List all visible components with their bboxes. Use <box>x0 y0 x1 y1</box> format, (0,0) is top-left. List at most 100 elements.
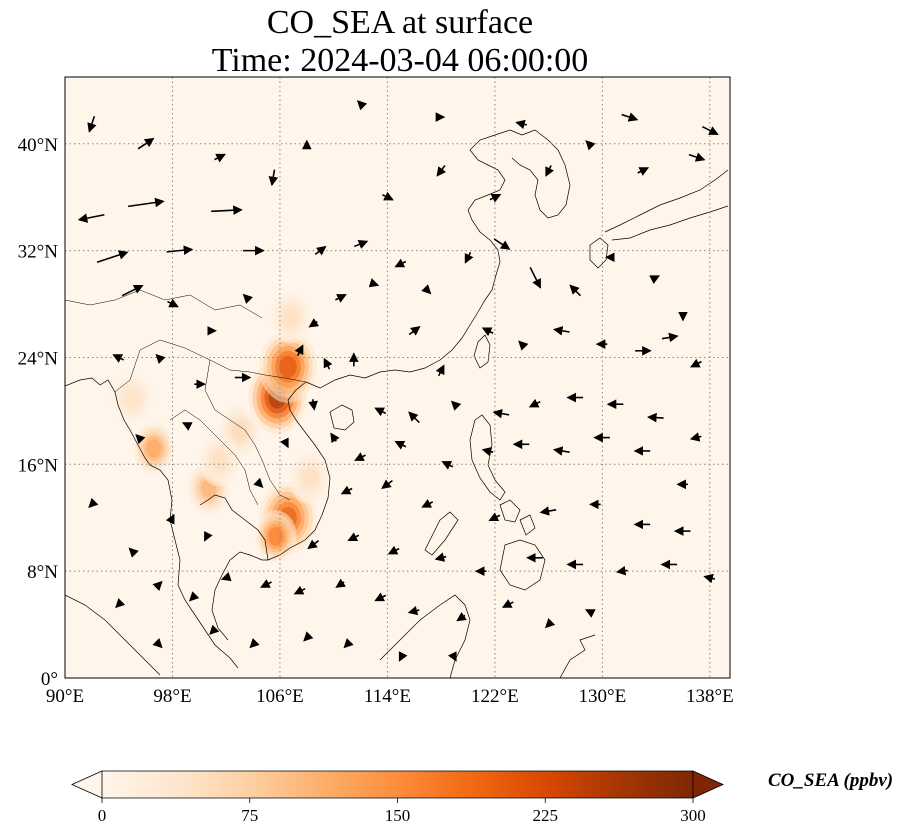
wind-arrow <box>293 585 306 595</box>
co-hotspot-8 <box>198 434 241 487</box>
wind-arrow <box>87 115 97 133</box>
wind-arrow <box>112 354 125 363</box>
wind-arrow <box>552 326 570 336</box>
coastline-visayas <box>499 499 536 536</box>
wind-arrow <box>220 571 232 582</box>
wind-arrow <box>569 284 582 297</box>
colorbar-extend-min <box>71 770 103 799</box>
wind-arrow <box>394 441 407 450</box>
wind-arrow <box>545 618 556 629</box>
wind-arrow <box>166 245 194 255</box>
map-frame <box>64 76 731 679</box>
wind-arrow <box>407 605 420 616</box>
co-hotspot-4 <box>269 291 312 344</box>
lat-tick-label: 8°N <box>27 562 58 583</box>
wind-arrow <box>137 137 155 150</box>
wind-arrow <box>456 611 467 622</box>
colorbar-ticks: 0 75 150 225 300 <box>98 798 706 825</box>
coastline-luzon <box>469 414 506 501</box>
lat-tick-label: 40°N <box>18 135 59 156</box>
coastline-sumatra <box>65 594 161 676</box>
colorbar-tick-label: 225 <box>533 806 559 825</box>
wind-arrow <box>249 638 260 649</box>
lon-tick-label: 122°E <box>471 686 519 707</box>
wind-arrow <box>368 278 380 288</box>
wind-arrow <box>96 250 129 264</box>
colorbar-tick-label: 300 <box>680 806 706 825</box>
colorbar: 0 75 150 225 300 <box>71 770 724 825</box>
wind-arrow <box>647 412 664 423</box>
lon-tick-label: 98°E <box>153 686 191 707</box>
coastline-bay-of-bengal <box>65 377 239 669</box>
wind-arrow <box>354 452 366 461</box>
wind-arrow <box>492 408 510 419</box>
hotspot-ring <box>124 388 140 407</box>
coastline-hainan <box>329 404 355 431</box>
wind-arrow <box>121 284 144 297</box>
wind-arrow <box>481 446 494 457</box>
colorbar-body <box>102 771 693 798</box>
wind-arrow <box>394 258 407 268</box>
wind-arrow <box>88 497 99 509</box>
wind-arrow <box>381 479 393 490</box>
wind-arrow <box>374 407 387 417</box>
wind-arrow <box>294 344 304 357</box>
wind-arrow <box>308 399 318 411</box>
wind-arrow <box>408 326 421 336</box>
coastline-palawan <box>424 511 459 556</box>
wind-arrow <box>382 191 394 201</box>
wind-arrow <box>204 530 213 542</box>
wind-arrow <box>128 547 139 558</box>
co-hotspot-9 <box>111 371 153 424</box>
wind-arrow <box>308 318 320 328</box>
wind-arrow <box>354 239 369 249</box>
co-hotspot-10 <box>288 451 331 504</box>
wind-arrow <box>188 591 200 602</box>
wind-arrow <box>585 140 596 151</box>
wind-arrow <box>585 609 596 618</box>
lat-tick-label: 16°N <box>18 455 59 476</box>
wind-arrow <box>343 638 354 649</box>
colorbar-title: CO_SEA (ppbv) <box>768 770 894 791</box>
wind-arrow <box>421 499 434 508</box>
wind-arrow <box>408 411 420 424</box>
wind-arrow <box>211 205 243 215</box>
lon-tick-label: 114°E <box>364 686 411 707</box>
country-borders <box>65 289 307 506</box>
wind-arrow <box>703 573 716 584</box>
coastline-south-china <box>305 129 523 389</box>
wind-arrow <box>621 112 639 122</box>
co-hotspot-3 <box>255 510 297 563</box>
wind-arrow <box>152 638 163 649</box>
wind-arrow <box>335 294 347 303</box>
wind-arrow <box>518 340 529 351</box>
wind-arrow <box>488 512 501 521</box>
coastline-mindanao <box>499 539 546 591</box>
wind-arrow <box>529 266 541 289</box>
wind-arrow <box>515 119 527 130</box>
wind-arrow <box>314 245 327 256</box>
wind-arrow <box>335 578 346 588</box>
wind-arrow <box>152 580 163 592</box>
wind-arrow <box>421 284 432 295</box>
wind-arrow <box>701 125 719 135</box>
wind-arrow <box>155 353 166 365</box>
wind-arrow <box>347 532 360 541</box>
wind-arrow <box>181 422 193 431</box>
wind-arrow <box>374 592 387 602</box>
wind-arrow <box>303 631 314 642</box>
wind-arrow <box>115 597 126 609</box>
coastline-vietnam <box>267 381 331 561</box>
lon-tick-label: 130°E <box>579 686 627 707</box>
wind-arrow <box>77 213 105 223</box>
hotspot-ring <box>146 438 162 458</box>
lon-tick-label: 106°E <box>256 686 304 707</box>
wind-arrow <box>387 545 400 555</box>
colorbar-extend-max <box>692 770 724 799</box>
wind-arrow <box>689 358 702 368</box>
map-subtitle: Time: 2024-03-04 06:00:00 <box>211 42 589 79</box>
wind-arrow <box>493 238 511 250</box>
wind-arrow <box>165 513 175 525</box>
wind-arrow <box>450 400 462 411</box>
